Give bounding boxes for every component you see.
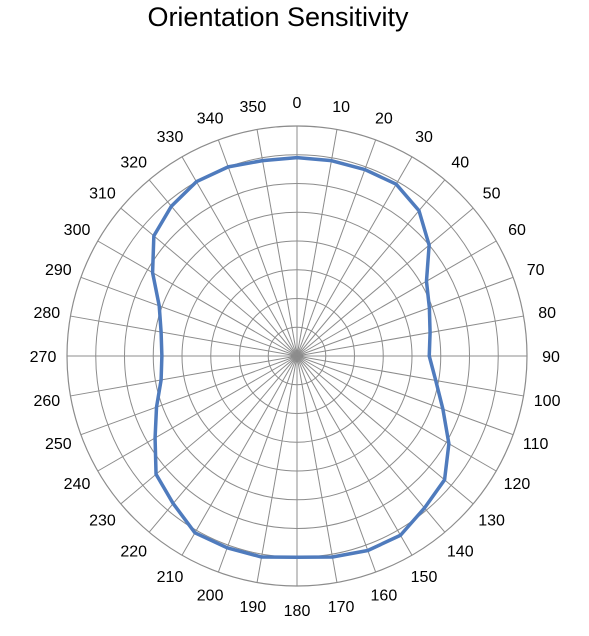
angle-tick-label: 60	[508, 222, 526, 239]
angle-tick-label: 0	[293, 95, 302, 112]
angle-spoke	[296, 355, 446, 533]
angle-tick-label: 180	[284, 603, 311, 620]
angle-tick-label: 80	[538, 305, 556, 322]
angle-spoke	[148, 179, 298, 357]
angle-tick-label: 280	[34, 305, 61, 322]
angle-spoke	[120, 355, 298, 505]
angle-spoke	[217, 139, 298, 357]
angle-spoke	[296, 207, 474, 357]
angle-tick-label: 170	[328, 599, 355, 616]
angle-tick-label: 230	[89, 512, 116, 529]
angle-spoke	[296, 276, 514, 357]
angle-spoke	[296, 315, 524, 357]
angle-spoke	[70, 355, 298, 397]
angle-tick-label: 210	[157, 569, 184, 586]
angle-tick-label: 110	[523, 436, 549, 453]
angle-spoke	[296, 355, 377, 573]
angle-spoke	[296, 355, 524, 397]
angle-tick-label: 100	[534, 393, 561, 410]
angle-spoke	[120, 207, 298, 357]
angle-spoke	[256, 129, 298, 357]
angle-tick-label: 70	[527, 262, 545, 279]
angle-spoke	[296, 355, 514, 436]
angle-tick-label: 320	[120, 154, 147, 171]
angle-tick-label: 270	[30, 349, 57, 366]
angle-spoke	[70, 315, 298, 357]
series-line	[150, 155, 451, 559]
angle-tick-label: 340	[197, 110, 224, 127]
angle-spoke	[181, 355, 298, 556]
angle-tick-label: 190	[240, 599, 267, 616]
angle-tick-label: 130	[478, 512, 505, 529]
angle-tick-label: 160	[371, 588, 398, 605]
angle-spoke	[256, 355, 298, 583]
angle-tick-label: 10	[332, 99, 350, 116]
angle-tick-label: 120	[504, 476, 531, 493]
angle-tick-label: 260	[34, 393, 61, 410]
angle-tick-label: 310	[89, 186, 116, 203]
angle-tick-label: 90	[542, 349, 560, 366]
angle-tick-label: 220	[120, 544, 147, 561]
angle-tick-label: 30	[415, 129, 433, 146]
angle-tick-label: 250	[45, 436, 72, 453]
angle-spoke	[296, 129, 338, 357]
angle-spoke	[296, 179, 446, 357]
chart-title: Orientation Sensitivity	[147, 2, 409, 32]
angle-spoke	[296, 240, 497, 357]
angle-tick-label: 50	[483, 186, 501, 203]
angle-tick-label: 200	[197, 588, 224, 605]
angle-tick-label: 140	[447, 544, 474, 561]
angle-tick-label: 150	[411, 569, 438, 586]
angle-spoke	[296, 139, 377, 357]
angle-tick-label: 330	[157, 129, 184, 146]
angle-tick-label: 300	[64, 222, 91, 239]
radar-grid	[66, 125, 528, 587]
angle-spoke	[296, 156, 413, 357]
angle-spoke	[97, 240, 298, 357]
radar-series-layer	[150, 155, 451, 559]
angle-spoke	[80, 276, 298, 357]
angle-spoke	[296, 355, 413, 556]
angle-spoke	[296, 355, 338, 583]
angle-spoke	[80, 355, 298, 436]
angle-spoke	[296, 355, 497, 472]
angle-tick-label: 240	[64, 476, 91, 493]
angle-tick-label: 350	[240, 99, 267, 116]
angle-spoke	[97, 355, 298, 472]
angle-spoke	[181, 156, 298, 357]
angle-tick-label: 20	[375, 110, 393, 127]
angle-spoke	[217, 355, 298, 573]
angle-tick-label: 40	[451, 154, 469, 171]
angle-tick-label: 290	[45, 262, 72, 279]
